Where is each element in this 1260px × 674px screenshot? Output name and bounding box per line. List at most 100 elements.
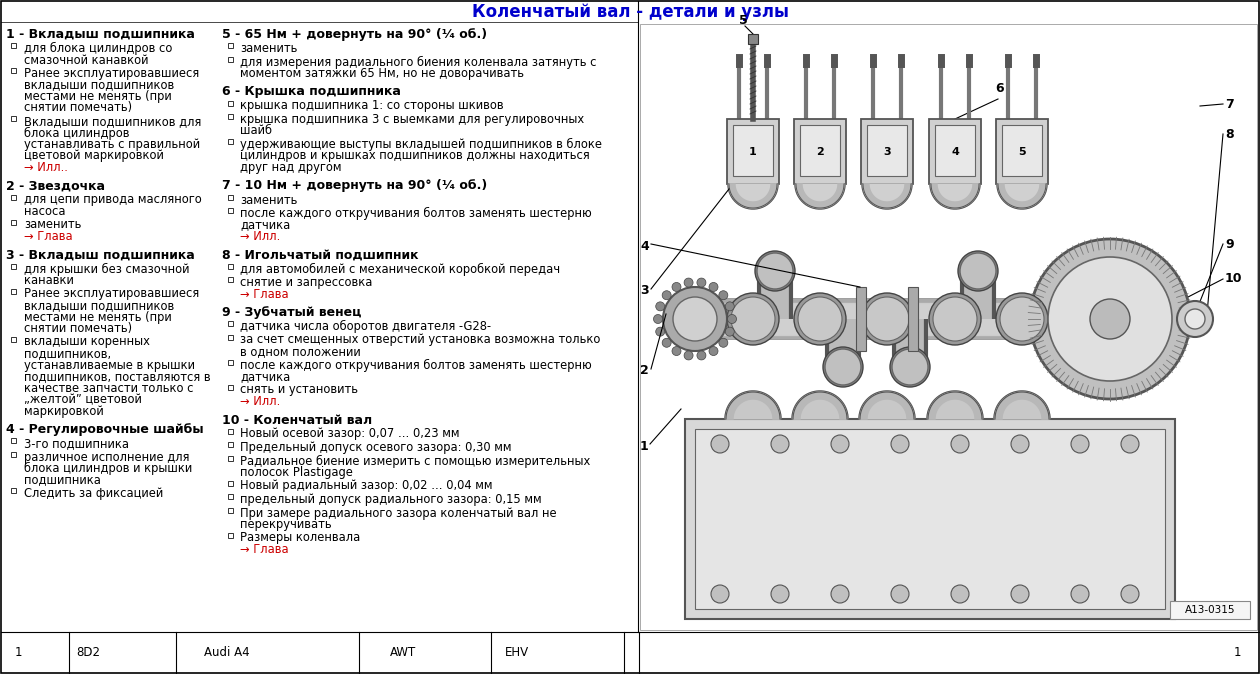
Polygon shape — [793, 392, 847, 419]
Polygon shape — [995, 392, 1050, 419]
Bar — [228, 429, 233, 433]
Circle shape — [958, 251, 998, 291]
Circle shape — [832, 585, 849, 603]
Text: после каждого откручивания болтов заменять шестерню: после каждого откручивания болтов заменя… — [239, 359, 592, 371]
Text: Ранее эксплуатировавшиеся: Ранее эксплуатировавшиеся — [24, 67, 199, 80]
Circle shape — [697, 278, 706, 287]
Bar — [908, 287, 919, 351]
Circle shape — [672, 346, 680, 356]
Polygon shape — [927, 391, 983, 419]
Circle shape — [1071, 435, 1089, 453]
Bar — [10, 264, 15, 268]
Polygon shape — [859, 391, 915, 419]
Circle shape — [1029, 239, 1189, 399]
Bar — [10, 195, 15, 200]
Text: датчика: датчика — [239, 370, 290, 383]
Bar — [228, 359, 233, 365]
Circle shape — [684, 351, 693, 360]
Text: перекручивать: перекручивать — [239, 518, 331, 531]
Circle shape — [1000, 297, 1045, 341]
Circle shape — [711, 585, 730, 603]
Text: A13-0315: A13-0315 — [1184, 605, 1235, 615]
Circle shape — [1184, 309, 1205, 329]
Text: для крышки без смазочной: для крышки без смазочной — [24, 262, 189, 276]
Text: Радиальное биение измерить с помощью измерительных: Радиальное биение измерить с помощью изм… — [239, 454, 590, 468]
Circle shape — [832, 435, 849, 453]
Circle shape — [866, 297, 908, 341]
Text: Вкладыши подшипников для: Вкладыши подшипников для — [24, 115, 202, 128]
Bar — [733, 125, 772, 176]
Text: для блока цилиндров со: для блока цилиндров со — [24, 42, 173, 55]
Text: 1: 1 — [750, 147, 757, 157]
Bar — [228, 456, 233, 460]
Text: снять и установить: снять и установить — [239, 384, 358, 396]
Bar — [685, 419, 1176, 619]
Bar — [228, 208, 233, 213]
Bar — [856, 287, 866, 351]
Text: 1 - Вкладыш подшипника: 1 - Вкладыш подшипника — [6, 28, 195, 41]
Text: 8 - Игольчатый подшипник: 8 - Игольчатый подшипник — [222, 249, 418, 262]
Polygon shape — [724, 391, 781, 419]
Text: 3-го подшипника: 3-го подшипника — [24, 437, 129, 450]
Text: → Глава: → Глава — [24, 230, 73, 243]
Text: → Илл..: → Илл.. — [24, 161, 68, 174]
Circle shape — [1011, 435, 1029, 453]
Text: Новый осевой зазор: 0,07 … 0,23 мм: Новый осевой зазор: 0,07 … 0,23 мм — [239, 427, 460, 441]
Bar — [228, 57, 233, 61]
Polygon shape — [994, 391, 1050, 419]
Text: канавки: канавки — [24, 274, 74, 287]
Text: Новый радиальный зазор: 0,02 … 0,04 мм: Новый радиальный зазор: 0,02 … 0,04 мм — [239, 479, 493, 493]
Bar — [228, 334, 233, 340]
Circle shape — [655, 302, 665, 311]
Circle shape — [709, 282, 718, 291]
Text: шайб: шайб — [239, 125, 272, 137]
Bar — [10, 43, 15, 48]
Circle shape — [727, 315, 737, 324]
Circle shape — [731, 297, 775, 341]
Text: Следить за фиксацией: Следить за фиксацией — [24, 487, 164, 500]
Circle shape — [932, 297, 976, 341]
Circle shape — [727, 293, 779, 345]
Text: в одном положении: в одном положении — [239, 345, 360, 358]
Text: 10: 10 — [1225, 272, 1242, 286]
Text: блока цилиндров: блока цилиндров — [24, 127, 130, 140]
Circle shape — [726, 302, 735, 311]
Circle shape — [929, 293, 982, 345]
Circle shape — [719, 338, 728, 347]
Text: Предельный допуск осевого зазора: 0,30 мм: Предельный допуск осевого зазора: 0,30 м… — [239, 441, 512, 454]
Bar — [748, 34, 759, 44]
Circle shape — [771, 585, 789, 603]
Bar — [1002, 125, 1042, 176]
Text: полосок Plastigage: полосок Plastigage — [239, 466, 353, 479]
Bar — [696, 429, 1166, 609]
Text: 3 - Вкладыш подшипника: 3 - Вкладыш подшипника — [6, 249, 195, 262]
Bar — [10, 336, 15, 342]
Circle shape — [825, 349, 861, 385]
Bar — [10, 438, 15, 443]
Text: моментом затяжки 65 Нм, но не доворачивать: моментом затяжки 65 Нм, но не доворачива… — [239, 67, 524, 80]
Text: насоса: насоса — [24, 205, 66, 218]
Text: местами не менять (при: местами не менять (при — [24, 90, 171, 103]
Bar — [10, 68, 15, 73]
Circle shape — [672, 282, 680, 291]
Text: 6 - Крышка подшипника: 6 - Крышка подшипника — [222, 86, 401, 98]
Text: 3: 3 — [883, 147, 891, 157]
Text: 6: 6 — [995, 82, 1004, 96]
Text: „желтой” цветовой: „желтой” цветовой — [24, 393, 142, 406]
Circle shape — [663, 338, 672, 347]
Text: 5 - 65 Нм + довернуть на 90° (¹⁄₄ об.): 5 - 65 Нм + довернуть на 90° (¹⁄₄ об.) — [222, 28, 488, 41]
Text: Ранее эксплуатировавшиеся: Ранее эксплуатировавшиеся — [24, 288, 199, 301]
Circle shape — [711, 435, 730, 453]
Circle shape — [1048, 257, 1172, 381]
Text: → Илл.: → Илл. — [239, 395, 280, 408]
Text: заменить: заменить — [239, 193, 297, 206]
Text: 1: 1 — [15, 646, 23, 659]
Text: снятии помечать): снятии помечать) — [24, 102, 132, 115]
Polygon shape — [861, 392, 914, 419]
Bar — [228, 321, 233, 326]
Text: вкладыши подшипников: вкладыши подшипников — [24, 299, 174, 312]
Text: 2: 2 — [640, 365, 649, 377]
Bar — [867, 125, 907, 176]
Text: вкладыши подшипников: вкладыши подшипников — [24, 78, 174, 92]
Text: → Глава: → Глава — [239, 288, 289, 301]
